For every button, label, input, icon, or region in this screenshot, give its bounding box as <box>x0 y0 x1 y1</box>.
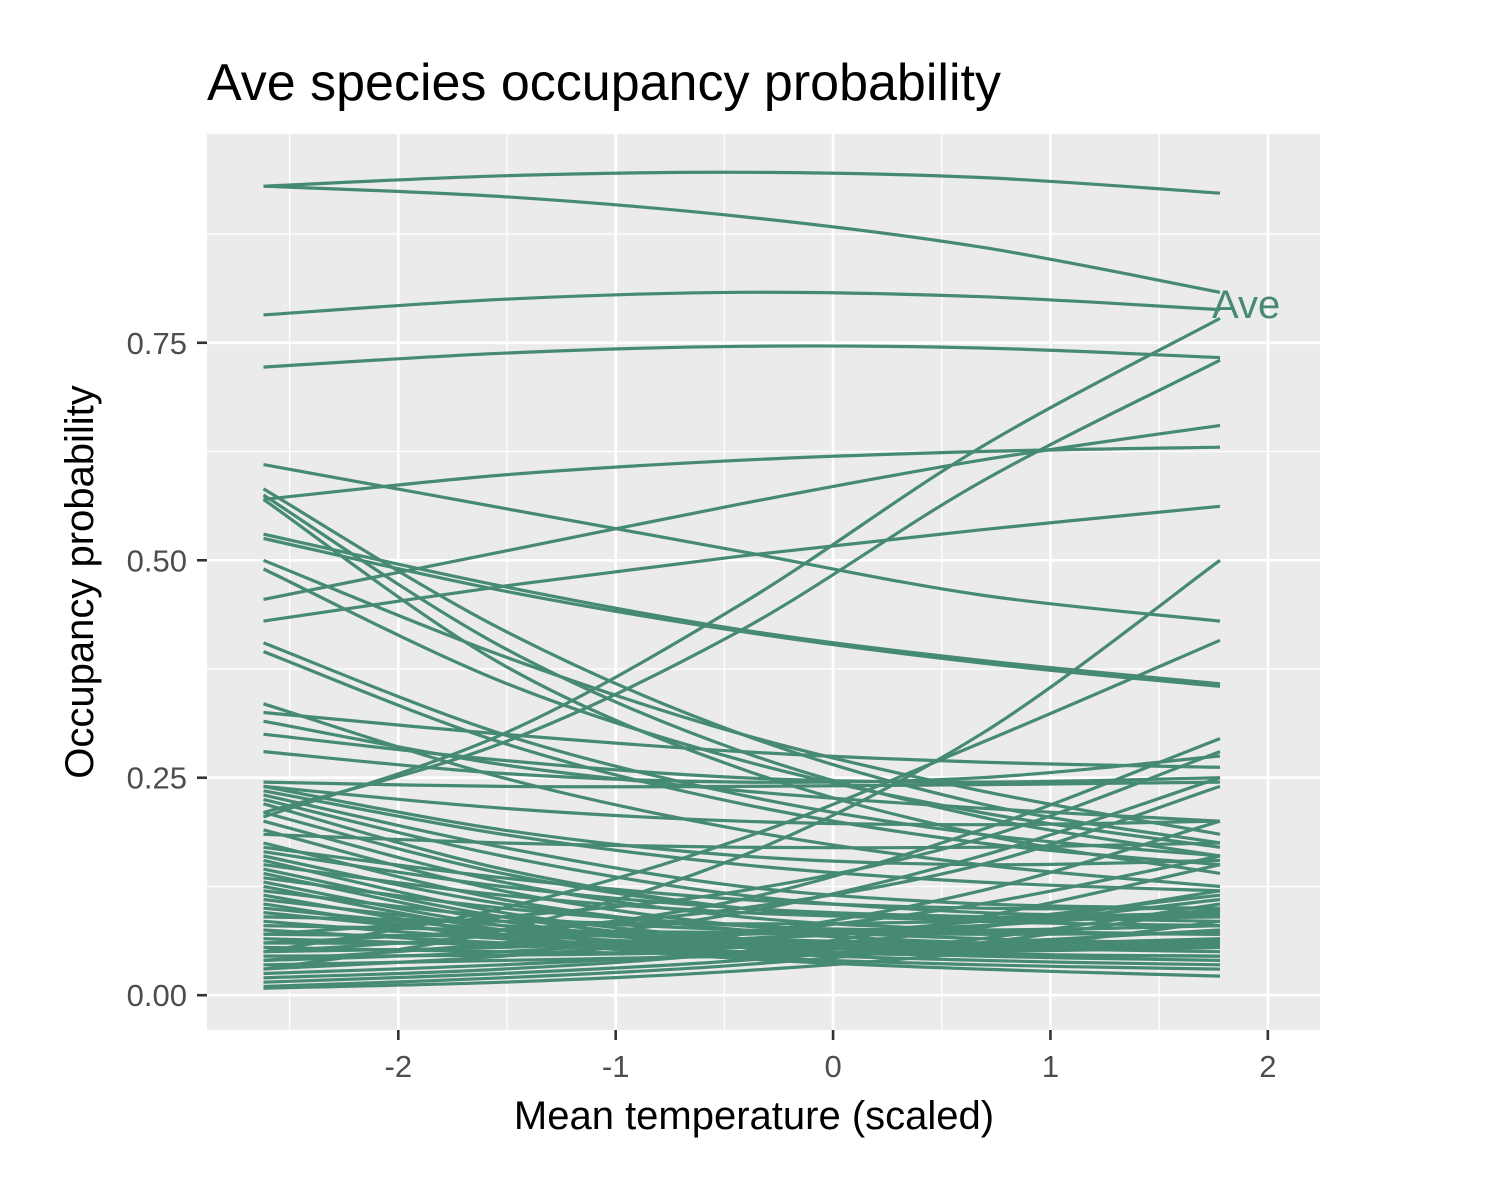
series-line <box>263 184 1221 294</box>
series-line <box>263 784 1221 867</box>
x-tick-label: -2 <box>385 1049 413 1084</box>
series-line <box>262 498 1221 875</box>
series-line <box>263 290 1221 317</box>
series-line <box>263 750 1221 784</box>
series-line <box>263 536 1221 688</box>
x-tick-label: 0 <box>824 1049 841 1084</box>
x-axis-title: Mean temperature (scaled) <box>514 1094 994 1138</box>
series-line <box>263 750 1221 936</box>
series-line <box>263 784 1221 945</box>
series-line <box>263 784 1221 827</box>
series-line <box>263 710 1221 769</box>
y-tick-label: 0.25 <box>127 761 187 796</box>
series-line <box>263 463 1221 623</box>
x-tick-label: 2 <box>1259 1049 1276 1084</box>
x-tick-label: -1 <box>602 1049 630 1084</box>
series-line <box>263 445 1221 501</box>
end-label: Ave <box>1212 283 1280 327</box>
series-line <box>263 902 1221 984</box>
series-line <box>263 732 1221 784</box>
series-line <box>262 641 1221 858</box>
series-line <box>262 650 1221 867</box>
series-line <box>263 924 1221 935</box>
series-line <box>263 344 1221 369</box>
series-line <box>262 316 1221 819</box>
series-line <box>263 789 1221 893</box>
series-line <box>263 702 1221 889</box>
series-line <box>263 863 1221 980</box>
series-line <box>263 832 1221 850</box>
series-line <box>263 819 1221 971</box>
series-line <box>263 532 1221 686</box>
series-line <box>263 906 1221 989</box>
series-line <box>263 780 1221 789</box>
axis-ticks <box>197 341 1270 1040</box>
series-lines <box>262 170 1221 990</box>
tick-labels: -2 -1 0 1 2 0.00 0.25 0.50 0.75 <box>127 326 1277 1084</box>
chart-title: Ave species occupancy probability <box>207 54 1001 112</box>
series-line <box>263 793 1221 910</box>
series-line <box>263 889 1221 936</box>
y-tick-label: 0.50 <box>127 543 187 578</box>
series-line <box>262 558 1221 836</box>
series-line <box>263 776 1221 962</box>
series-line <box>263 170 1221 195</box>
y-tick-label: 0.75 <box>127 326 187 361</box>
y-tick-label: 0.00 <box>127 978 187 1013</box>
series-line <box>263 919 1221 990</box>
y-axis-title: Occupancy probability <box>58 385 102 779</box>
x-tick-label: 1 <box>1042 1049 1059 1084</box>
series-line <box>263 845 1221 911</box>
